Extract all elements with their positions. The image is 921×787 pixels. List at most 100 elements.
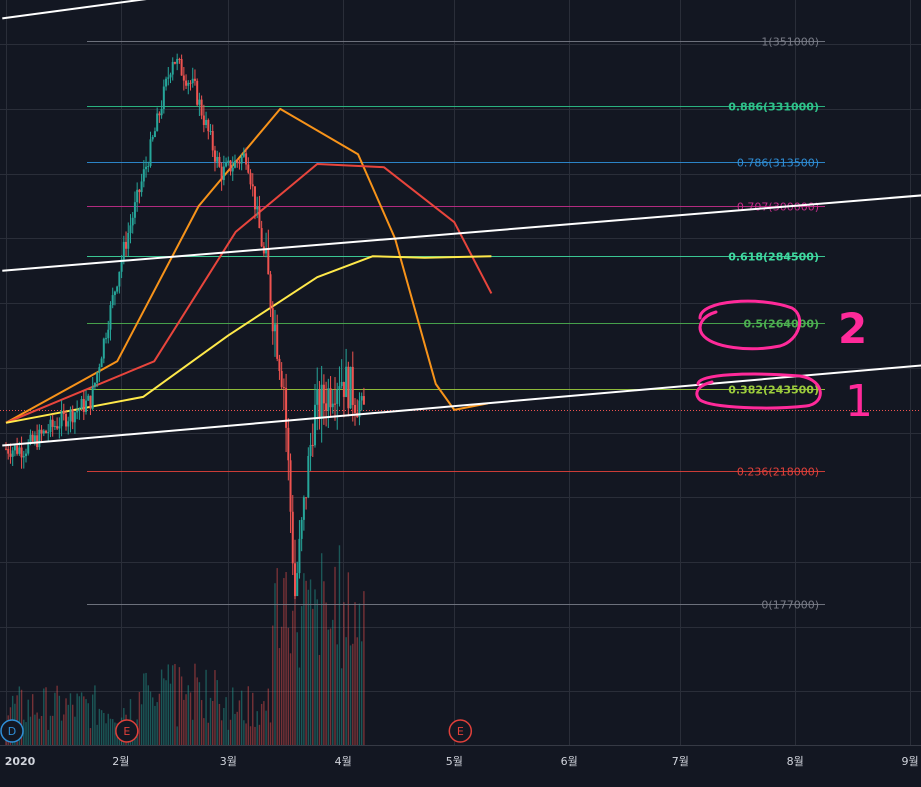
candle-body xyxy=(56,426,59,429)
candle-body xyxy=(38,429,41,448)
fibonacci-retracement[interactable]: 1(351000)0.886(331000)0.786(313500)0.707… xyxy=(0,36,921,612)
trendlines[interactable] xyxy=(2,0,921,447)
volume-bar xyxy=(214,670,216,745)
candle-body xyxy=(258,206,261,229)
time-axis-tick-label: 2월 xyxy=(112,755,129,768)
candle-body xyxy=(151,137,154,140)
volume-bar xyxy=(194,663,196,745)
candle-body xyxy=(102,338,105,359)
candle-body xyxy=(349,366,352,409)
volume-bar xyxy=(303,573,305,745)
candle-body xyxy=(87,395,90,401)
volume-bar xyxy=(185,694,187,745)
event-marker-circle[interactable] xyxy=(115,719,139,743)
candle-body xyxy=(171,62,174,75)
volume-bar xyxy=(305,580,307,745)
volume-bar xyxy=(80,692,83,745)
candle-body xyxy=(16,445,19,454)
volume-bar xyxy=(18,686,21,745)
volume-bar xyxy=(109,718,112,745)
moving-averages xyxy=(5,107,493,424)
candle-body xyxy=(265,248,268,254)
volume-bar xyxy=(212,700,214,745)
volume-bar xyxy=(285,572,287,745)
volume-bar xyxy=(45,687,47,745)
candle-body xyxy=(167,77,170,79)
candle-body xyxy=(322,384,325,404)
volume-bar xyxy=(300,606,303,745)
candle-body xyxy=(358,400,361,418)
candle-body xyxy=(71,409,74,423)
event-marker-symbol: E xyxy=(457,725,464,738)
candle-body xyxy=(60,411,63,427)
candle-body xyxy=(80,399,83,409)
candle-body xyxy=(18,447,21,454)
trendline[interactable] xyxy=(2,335,921,447)
volume-bar xyxy=(96,724,98,745)
candle-body xyxy=(9,453,12,457)
candle-body xyxy=(325,403,328,411)
candle-body xyxy=(158,113,161,116)
volume-bar xyxy=(347,572,350,745)
candle-body xyxy=(249,172,252,185)
candle-body xyxy=(280,370,283,387)
volume-bar xyxy=(316,599,318,745)
volume-bar xyxy=(258,724,261,745)
candle-body xyxy=(247,164,250,173)
candle-body xyxy=(131,217,134,226)
candle-body xyxy=(256,206,259,210)
volume-bar xyxy=(332,619,334,745)
candle-body xyxy=(271,308,274,332)
event-marker[interactable]: E xyxy=(115,719,139,743)
candle-body xyxy=(191,78,194,84)
volume-bar xyxy=(65,698,67,745)
volume-bar xyxy=(269,722,272,745)
candle-body xyxy=(109,305,112,330)
candle-body xyxy=(222,166,225,181)
volume-bar xyxy=(209,697,212,745)
volume-bar xyxy=(314,589,316,745)
volume-bar xyxy=(340,668,343,745)
candle-body xyxy=(165,78,168,87)
candle-body xyxy=(185,80,188,86)
volume-bar xyxy=(294,579,296,745)
event-marker[interactable]: D xyxy=(0,719,24,743)
candle-body xyxy=(342,382,345,397)
event-marker-circle[interactable] xyxy=(0,719,24,743)
volume-bar xyxy=(189,692,192,745)
volume-bar xyxy=(352,643,354,745)
candle-body xyxy=(107,329,110,339)
candle-body xyxy=(173,62,176,64)
volume-bar xyxy=(225,697,227,745)
volume-bar xyxy=(243,720,245,745)
candle-body xyxy=(33,435,36,442)
volume-bar xyxy=(71,704,74,745)
volume-bar xyxy=(27,699,29,745)
candle-body xyxy=(278,358,281,371)
volume-bar xyxy=(54,692,56,745)
volume-bar xyxy=(192,719,194,745)
fib-level-label: 0.5(264000) xyxy=(744,318,819,331)
volume-bar xyxy=(205,669,207,745)
event-marker-symbol: D xyxy=(8,725,16,738)
event-marker-circle[interactable] xyxy=(448,719,473,743)
fib-level-label: 0.886(331000) xyxy=(728,101,819,114)
event-marker[interactable]: E xyxy=(448,719,473,743)
volume-bar xyxy=(354,602,356,745)
trendline[interactable] xyxy=(2,167,921,272)
volume-bar xyxy=(312,608,314,745)
volume-bar xyxy=(276,568,278,745)
candle-body xyxy=(345,366,348,397)
volume-bar xyxy=(283,578,285,745)
candle-body xyxy=(189,82,192,84)
candle-body xyxy=(196,80,199,105)
candle-body xyxy=(91,386,94,409)
volume-bar xyxy=(67,704,69,745)
axis-background xyxy=(0,745,921,783)
volume-bar xyxy=(85,699,87,745)
candle-body xyxy=(282,386,285,388)
